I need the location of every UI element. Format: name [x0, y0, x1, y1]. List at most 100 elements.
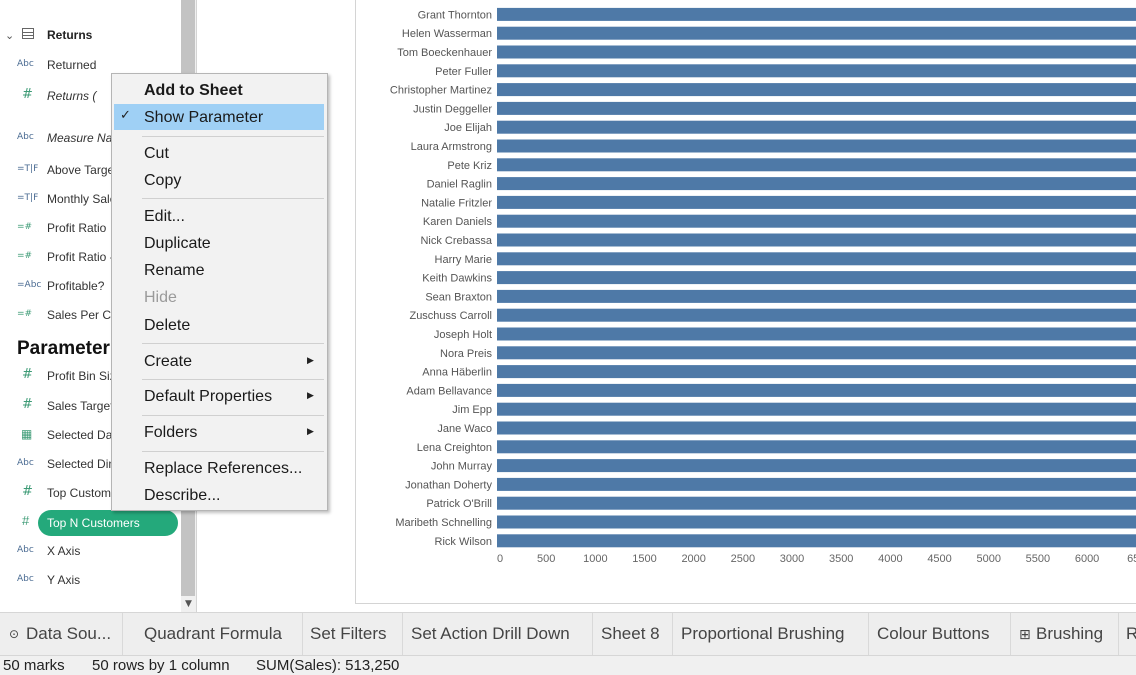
param-label: Y Axis: [47, 573, 81, 587]
number-calc-icon: =#: [17, 309, 33, 319]
bar[interactable]: [497, 214, 1136, 228]
bar[interactable]: [497, 83, 1136, 97]
dashboard-icon: ⊞: [1019, 626, 1031, 642]
bar[interactable]: [497, 120, 1136, 134]
scroll-down-arrow-icon[interactable]: ▼: [185, 599, 192, 609]
tab-set-action-drill-down[interactable]: Set Action Drill Down: [403, 613, 593, 656]
category-label: Sean Braxton: [425, 291, 492, 303]
bar[interactable]: [497, 101, 1136, 115]
bar[interactable]: [497, 308, 1136, 322]
field-returns-count[interactable]: # Returns (: [0, 86, 181, 108]
bar[interactable]: [497, 158, 1136, 172]
tab-label: Proportional Brushing: [681, 624, 845, 643]
bar[interactable]: [497, 440, 1136, 454]
bar[interactable]: [497, 233, 1136, 247]
tab-colour-buttons[interactable]: Colour Buttons: [869, 613, 1011, 656]
status-bar: 50 marks 50 rows by 1 column SUM(Sales):…: [0, 655, 1136, 675]
tab-label: Set Filters: [310, 624, 387, 643]
field-profit-ratio[interactable]: =# Profit Ratio: [0, 218, 181, 240]
bar[interactable]: [497, 7, 1136, 21]
category-label: Nora Preis: [440, 348, 492, 360]
param-selected-date[interactable]: ▦ Selected Dat: [0, 425, 181, 447]
param-top-n-customers-selected[interactable]: Top N Customers: [38, 510, 178, 536]
field-above-target[interactable]: =T|F Above Targe: [0, 160, 181, 182]
hash-number-icon: #: [22, 367, 33, 382]
field-returned[interactable]: Abc Returned: [0, 55, 181, 77]
bar[interactable]: [497, 45, 1136, 59]
bar[interactable]: [497, 177, 1136, 191]
category-label: Joseph Holt: [434, 329, 492, 341]
menu-item-folders[interactable]: Folders: [144, 424, 198, 441]
x-tick-label: 650: [1127, 553, 1136, 565]
tab-quadrant-formula[interactable]: Quadrant Formula: [123, 613, 303, 656]
menu-separator: [142, 415, 324, 416]
category-label: Christopher Martinez: [390, 85, 492, 97]
field-profitable[interactable]: =Abc Profitable?: [0, 276, 181, 298]
menu-separator: [142, 343, 324, 344]
field-measure-names[interactable]: Abc Measure Na: [0, 128, 181, 150]
param-profit-bin-size[interactable]: # Profit Bin Siz: [0, 366, 181, 388]
bar[interactable]: [497, 346, 1136, 360]
menu-item-show-parameter[interactable]: Show Parameter: [144, 109, 264, 126]
category-label: Peter Fuller: [435, 66, 492, 78]
chevron-down-icon[interactable]: ⌄: [5, 29, 15, 42]
bar[interactable]: [497, 421, 1136, 435]
menu-item-replace-references[interactable]: Replace References...: [144, 460, 303, 477]
table-icon: [22, 28, 34, 39]
category-label: John Murray: [431, 461, 493, 473]
bar[interactable]: [497, 477, 1136, 491]
abc-string-icon: Abc: [17, 545, 34, 555]
category-label: Jim Epp: [452, 404, 492, 416]
tab-proportional-brushing[interactable]: Proportional Brushing: [673, 613, 869, 656]
bar[interactable]: [497, 139, 1136, 153]
submenu-arrow-icon: ▶: [307, 427, 314, 437]
menu-item-cut[interactable]: Cut: [144, 145, 169, 162]
tab-sheet-8[interactable]: Sheet 8: [593, 613, 673, 656]
bar[interactable]: [497, 271, 1136, 285]
param-x-axis[interactable]: Abc X Axis: [0, 541, 181, 563]
bar[interactable]: [497, 402, 1136, 416]
bar[interactable]: [497, 365, 1136, 379]
param-top-customers[interactable]: # Top Custom: [0, 483, 181, 505]
menu-item-add-to-sheet[interactable]: Add to Sheet: [144, 82, 243, 99]
bar[interactable]: [497, 289, 1136, 303]
tab-r[interactable]: R: [1119, 613, 1136, 656]
tab-brushing[interactable]: ⊞ Brushing: [1011, 613, 1119, 656]
menu-item-duplicate[interactable]: Duplicate: [144, 235, 211, 252]
bar[interactable]: [497, 459, 1136, 473]
x-tick-label: 500: [537, 553, 555, 565]
tab-data-source[interactable]: ⊙ Data Sou...: [0, 613, 123, 656]
param-sales-target[interactable]: # Sales Target: [0, 396, 181, 418]
bar[interactable]: [497, 515, 1136, 529]
param-y-axis[interactable]: Abc Y Axis: [0, 570, 181, 592]
field-label: Monthly Sale: [47, 192, 117, 206]
category-label: Adam Bellavance: [406, 385, 492, 397]
number-calc-icon: =#: [17, 222, 33, 232]
field-profit-ratio-2[interactable]: =# Profit Ratio -: [0, 247, 181, 269]
menu-item-describe[interactable]: Describe...: [144, 487, 221, 504]
x-tick-label: 5000: [976, 553, 1000, 565]
bar[interactable]: [497, 534, 1136, 548]
param-selected-dimension[interactable]: Abc Selected Din: [0, 454, 181, 476]
returns-table-title[interactable]: Returns: [47, 28, 93, 42]
bar[interactable]: [497, 496, 1136, 510]
bar[interactable]: [497, 195, 1136, 209]
menu-item-copy[interactable]: Copy: [144, 172, 182, 189]
x-tick-label: 2000: [681, 553, 705, 565]
field-sales-per-customer[interactable]: =# Sales Per Cu: [0, 305, 181, 327]
tab-set-filters[interactable]: Set Filters: [303, 613, 403, 656]
string-calc-icon: =Abc: [17, 280, 42, 290]
menu-item-edit[interactable]: Edit...: [144, 208, 185, 225]
bar[interactable]: [497, 26, 1136, 40]
bar[interactable]: [497, 252, 1136, 266]
bar[interactable]: [497, 327, 1136, 341]
field-monthly-sales[interactable]: =T|F Monthly Sale: [0, 189, 181, 211]
menu-item-rename[interactable]: Rename: [144, 262, 205, 279]
menu-highlight: [114, 104, 324, 130]
menu-item-create[interactable]: Create: [144, 353, 193, 370]
category-label: Jane Waco: [437, 423, 492, 435]
menu-item-default-properties[interactable]: Default Properties: [144, 388, 273, 405]
menu-item-delete[interactable]: Delete: [144, 317, 191, 334]
bar[interactable]: [497, 383, 1136, 397]
bar[interactable]: [497, 64, 1136, 78]
